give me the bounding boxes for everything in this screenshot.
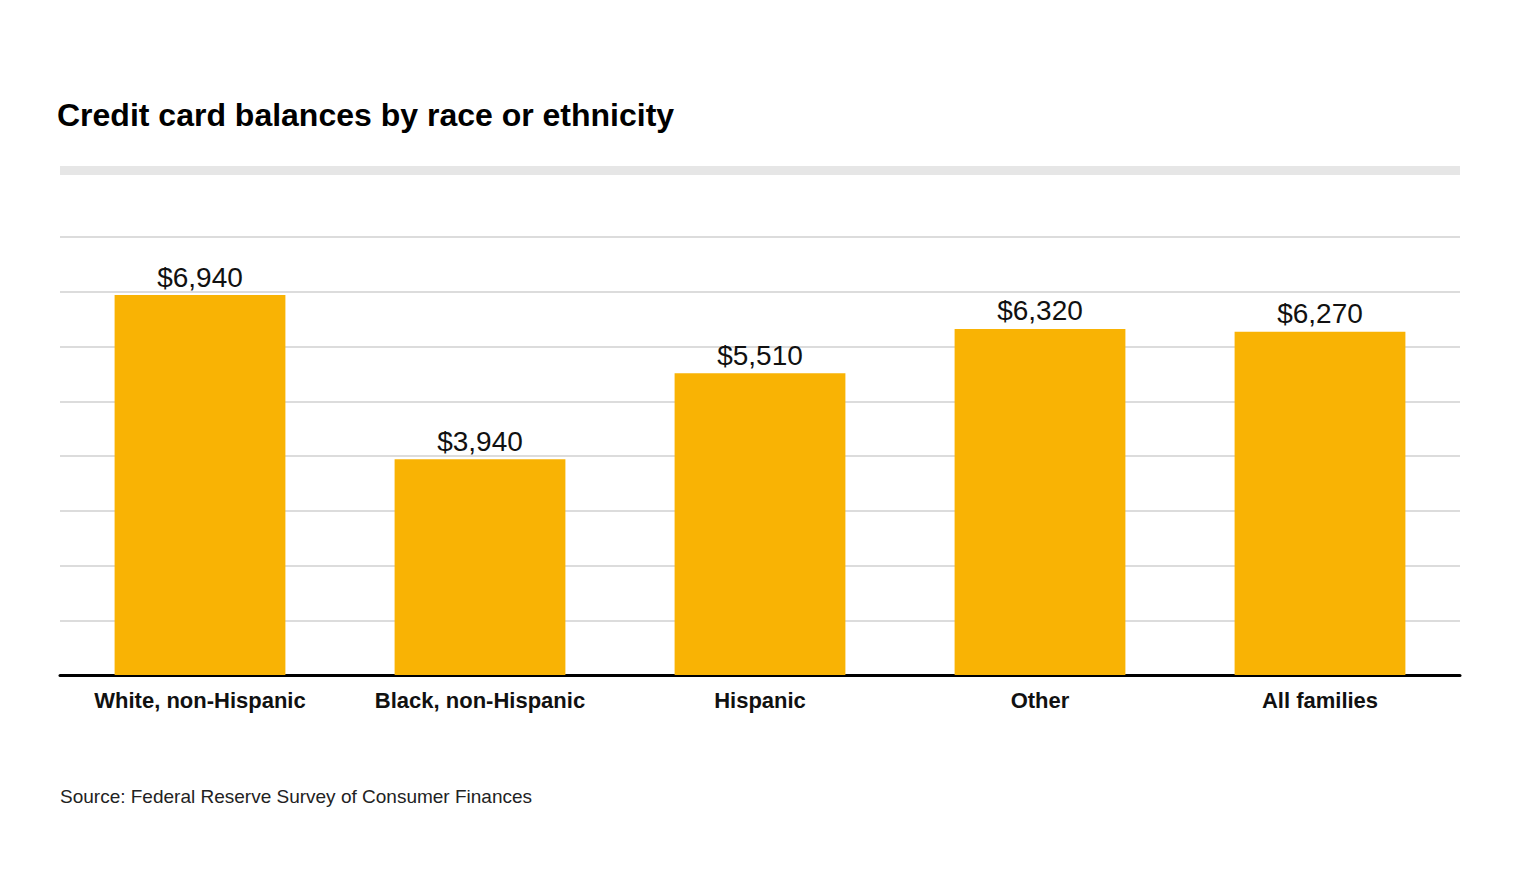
- svg-text:$6,320: $6,320: [997, 295, 1083, 326]
- svg-text:$6,270: $6,270: [1277, 298, 1363, 329]
- svg-text:Credit card balances by race o: Credit card balances by race or ethnicit…: [57, 97, 674, 133]
- svg-text:All families: All families: [1262, 688, 1378, 713]
- svg-text:Source: Federal Reserve Survey: Source: Federal Reserve Survey of Consum…: [60, 786, 532, 807]
- svg-text:$3,940: $3,940: [437, 426, 523, 457]
- svg-text:White, non-Hispanic: White, non-Hispanic: [94, 688, 305, 713]
- svg-text:Other: Other: [1011, 688, 1070, 713]
- svg-text:$5,510: $5,510: [717, 340, 803, 371]
- svg-text:$6,940: $6,940: [157, 262, 243, 293]
- svg-text:Hispanic: Hispanic: [714, 688, 806, 713]
- svg-text:Black, non-Hispanic: Black, non-Hispanic: [375, 688, 585, 713]
